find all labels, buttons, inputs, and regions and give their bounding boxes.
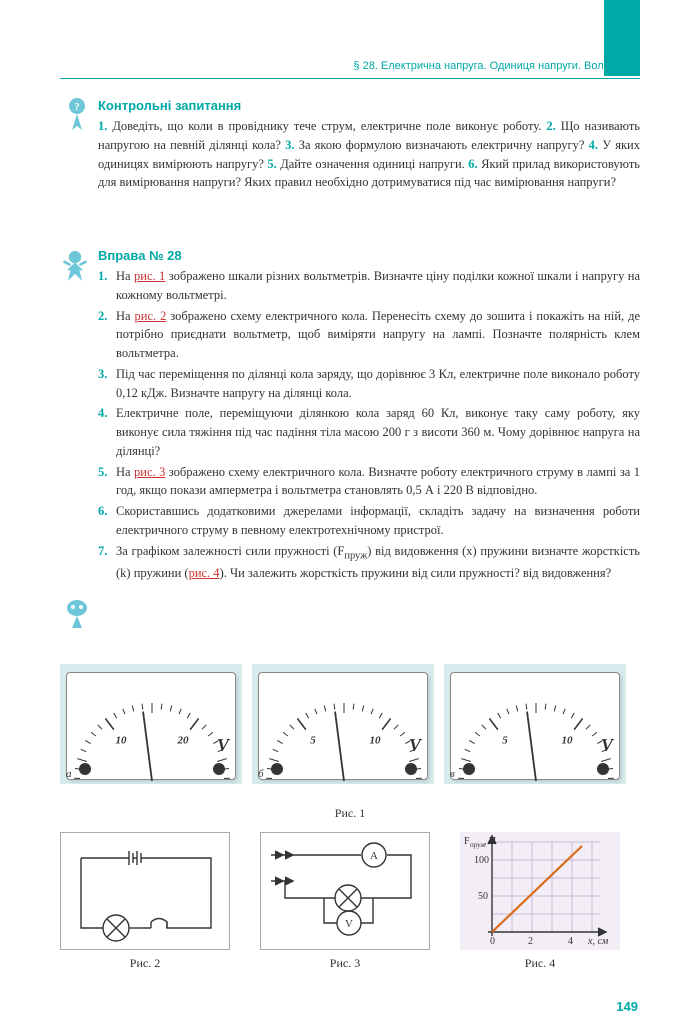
exercise-number: 5.: [98, 463, 116, 501]
panel-letter: в: [450, 768, 455, 780]
svg-text:10: 10: [370, 734, 382, 746]
exercise-item: 4.Електричне поле, переміщуючи ділянкою …: [98, 404, 640, 460]
exercise-title: Вправа № 28: [98, 248, 640, 263]
exercise-text: Скориставшись додатковими джерелами інфо…: [116, 502, 640, 540]
figure-link: рис. 4: [189, 566, 220, 580]
question-number: 6.: [468, 157, 477, 171]
fig3-caption: Рис. 3: [260, 956, 430, 971]
voltmeter-panel: 051015Vв: [444, 664, 626, 784]
exercise-item: 6.Скориставшись додатковими джерелами ін…: [98, 502, 640, 540]
control-section: Контрольні запитання 1. Доведіть, що кол…: [98, 98, 640, 192]
svg-text:10: 10: [562, 734, 574, 746]
header-divider: [60, 78, 640, 79]
fig4-wrap: Fпруж, Н 100 50 0 2 4 x, см Рис. 4: [460, 832, 620, 971]
question-icon: ?: [62, 96, 92, 138]
control-title: Контрольні запитання: [98, 98, 640, 113]
control-body: 1. Доведіть, що коли в провіднику тече с…: [98, 117, 640, 192]
svg-text:x, см: x, см: [587, 936, 609, 947]
voltmeter-body: 051015V: [450, 672, 620, 780]
svg-text:20: 20: [177, 734, 190, 746]
figure-link: рис. 2: [135, 309, 167, 323]
exercise-text: Під час переміщення по ділянці кола заря…: [116, 365, 640, 403]
voltmeter-body: 0102030V: [66, 672, 236, 780]
exercise-item: 2.На рис. 2 зображено схему електричного…: [98, 307, 640, 363]
panel-letter: б: [258, 768, 264, 780]
svg-text:5: 5: [502, 734, 508, 746]
svg-text:2: 2: [528, 936, 533, 947]
question-number: 4.: [589, 138, 598, 152]
svg-text:, Н: , Н: [484, 836, 496, 847]
question-number: 5.: [267, 157, 276, 171]
exercise-number: 6.: [98, 502, 116, 540]
svg-text:?: ?: [74, 101, 80, 113]
exercise-number: 4.: [98, 404, 116, 460]
exercise-text: На рис. 2 зображено схему електричного к…: [116, 307, 640, 363]
fig2-circuit: [60, 832, 230, 950]
question-text: Доведіть, що коли в провіднику тече стру…: [107, 119, 546, 133]
exercise-item: 1.На рис. 1 зображено шкали різних вольт…: [98, 267, 640, 305]
exercise-text: На рис. 3 зображено схему електричного к…: [116, 463, 640, 501]
svg-text:V: V: [217, 735, 231, 755]
exercise-text: На рис. 1 зображено шкали різних вольтме…: [116, 267, 640, 305]
exercise-text: Електричне поле, переміщуючи ділянкою ко…: [116, 404, 640, 460]
exercise-number: 3.: [98, 365, 116, 403]
svg-text:A: A: [370, 850, 378, 862]
fig3-wrap: A V Рис. 3: [260, 832, 430, 971]
svg-text:V: V: [601, 735, 615, 755]
figure-link: рис. 1: [134, 269, 165, 283]
fig3-circuit: A V: [260, 832, 430, 950]
question-number: 2.: [546, 119, 555, 133]
svg-text:4: 4: [568, 936, 573, 947]
question-text: Дайте означення одиниці напруги.: [277, 157, 469, 171]
svg-text:100: 100: [474, 855, 489, 866]
voltmeter-panel: 051015Vб: [252, 664, 434, 784]
exercise-item: 5.На рис. 3 зображено схему електричного…: [98, 463, 640, 501]
fig2-caption: Рис. 2: [60, 956, 230, 971]
exercise-icon: [60, 246, 90, 288]
svg-text:5: 5: [310, 734, 316, 746]
graph-icon: [62, 596, 92, 638]
fig2-wrap: Рис. 2: [60, 832, 230, 971]
exercise-number: 7.: [98, 542, 116, 583]
exercise-item: 3.Під час переміщення по ділянці кола за…: [98, 365, 640, 403]
page-number: 149: [616, 999, 638, 1014]
svg-text:V: V: [345, 918, 353, 930]
voltmeter-body: 051015V: [258, 672, 428, 780]
figure-link: рис. 3: [134, 465, 165, 479]
fig1-caption: Рис. 1: [60, 806, 640, 821]
exercise-body: 1.На рис. 1 зображено шкали різних вольт…: [98, 267, 640, 582]
bottom-figures: Рис. 2 A V Рис. 3: [60, 832, 620, 971]
exercise-text: За графіком залежності сили пружності (F…: [116, 542, 640, 583]
meters-row: 0102030Vа051015Vб051015Vв: [60, 664, 626, 784]
exercise-number: 1.: [98, 267, 116, 305]
exercise-item: 7.За графіком залежності сили пружності …: [98, 542, 640, 583]
svg-text:V: V: [409, 735, 423, 755]
fig4-caption: Рис. 4: [460, 956, 620, 971]
panel-letter: а: [66, 768, 72, 780]
exercise-section: Вправа № 28 1.На рис. 1 зображено шкали …: [98, 248, 640, 584]
svg-text:50: 50: [478, 891, 488, 902]
question-number: 1.: [98, 119, 107, 133]
fig4-graph: Fпруж, Н 100 50 0 2 4 x, см: [460, 832, 620, 950]
exercise-number: 2.: [98, 307, 116, 363]
question-text: За якою формулою визначають електричну н…: [295, 138, 589, 152]
voltmeter-panel: 0102030Vа: [60, 664, 242, 784]
svg-text:10: 10: [115, 734, 127, 746]
question-number: 3.: [285, 138, 294, 152]
svg-text:0: 0: [490, 936, 495, 947]
section-header: § 28. Електрична напруга. Одиниця напруг…: [353, 60, 638, 72]
